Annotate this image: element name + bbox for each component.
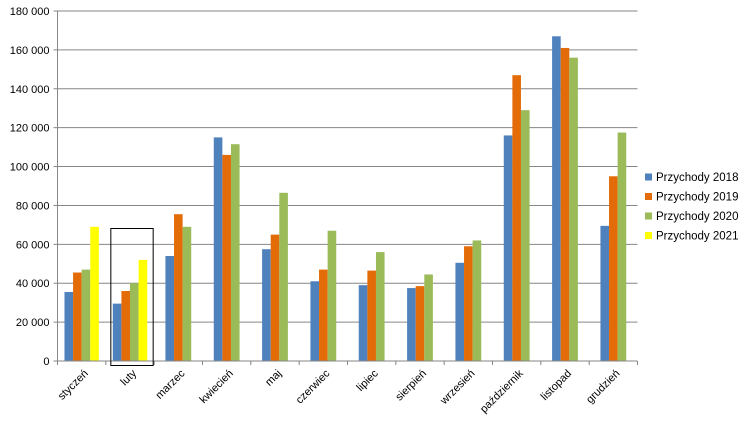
y-tick-label: 120 000 <box>10 123 50 135</box>
highlight-group <box>110 228 154 366</box>
bar <box>552 36 561 362</box>
bar <box>319 269 328 361</box>
x-tick-label: luty <box>119 367 140 388</box>
legend-swatch <box>645 193 652 200</box>
x-tick-labels: styczeń luty marzec kwiecień maj czerwiec lipi… <box>56 367 623 415</box>
bar <box>407 288 416 361</box>
gridlines <box>57 10 638 323</box>
bar <box>464 246 473 361</box>
bar <box>90 226 99 361</box>
bar <box>121 291 130 361</box>
legend-label: Przychody 2018 <box>656 172 738 184</box>
x-tick-label: marzec <box>153 367 187 401</box>
bar <box>472 240 482 361</box>
bar <box>222 154 231 361</box>
bar <box>130 283 139 361</box>
y-tick-label: 100 000 <box>10 162 50 174</box>
x-tick-label: maj <box>263 368 284 389</box>
bar <box>503 135 513 361</box>
x-tick-label: czerwiec <box>294 367 333 406</box>
bar <box>310 281 320 361</box>
bar <box>424 274 433 361</box>
legend-swatch <box>645 173 652 181</box>
bar <box>182 226 192 361</box>
x-tick-label: lipiec <box>355 367 382 394</box>
bar <box>213 137 223 361</box>
bar <box>174 214 183 361</box>
legend-label: Przychody 2020 <box>656 211 738 223</box>
x-tick-label: kwiecień <box>197 368 235 406</box>
bar <box>455 262 465 361</box>
bars-group <box>64 36 627 362</box>
legend-label: Przychody 2019 <box>656 192 738 204</box>
bar <box>81 269 91 361</box>
x-tick-label: październik <box>478 367 526 415</box>
y-tick-label: 180 000 <box>10 6 50 18</box>
bar <box>617 132 627 361</box>
y-tick-label: 140 000 <box>10 84 50 96</box>
x-tick-label: grudzień <box>584 368 622 406</box>
bar <box>520 110 530 362</box>
bar <box>367 270 376 361</box>
y-tick-labels: 0 20 000 40 000 60 000 80 000 100 000 120 000 1… <box>10 6 50 368</box>
bar <box>230 144 240 361</box>
bar <box>270 234 280 361</box>
legend-swatch <box>645 232 652 239</box>
y-tick-label: 60 000 <box>16 239 50 251</box>
x-tick-label: styczeń <box>56 368 91 403</box>
axes <box>53 10 638 365</box>
legend: Przychody 2018 Przychody 2019 Przychody 20… <box>645 172 738 243</box>
x-tick-label: sierpień <box>393 368 429 404</box>
y-tick-label: 80 000 <box>16 200 50 212</box>
bar <box>262 249 271 361</box>
bar <box>512 75 521 362</box>
highlight-box <box>110 228 154 366</box>
legend-label: Przychody 2021 <box>656 231 738 243</box>
bar <box>73 272 82 361</box>
y-tick-label: 160 000 <box>10 45 50 57</box>
bar <box>165 256 175 361</box>
x-tick-label: listopad <box>539 368 574 403</box>
y-tick-label: 0 <box>43 356 49 368</box>
x-tick-label: wrzesień <box>438 368 478 408</box>
bar <box>375 252 385 361</box>
legend-swatch <box>645 212 652 220</box>
bar <box>64 291 74 361</box>
bar <box>569 57 578 362</box>
bar <box>560 47 570 361</box>
bar <box>600 225 610 361</box>
bar <box>138 259 148 361</box>
y-tick-label: 40 000 <box>16 278 50 290</box>
bar <box>415 286 425 361</box>
bar <box>112 303 122 361</box>
bar <box>358 285 368 361</box>
bar <box>327 230 337 361</box>
bar <box>609 176 618 361</box>
bar <box>279 192 288 361</box>
y-tick-label: 20 000 <box>16 317 50 329</box>
